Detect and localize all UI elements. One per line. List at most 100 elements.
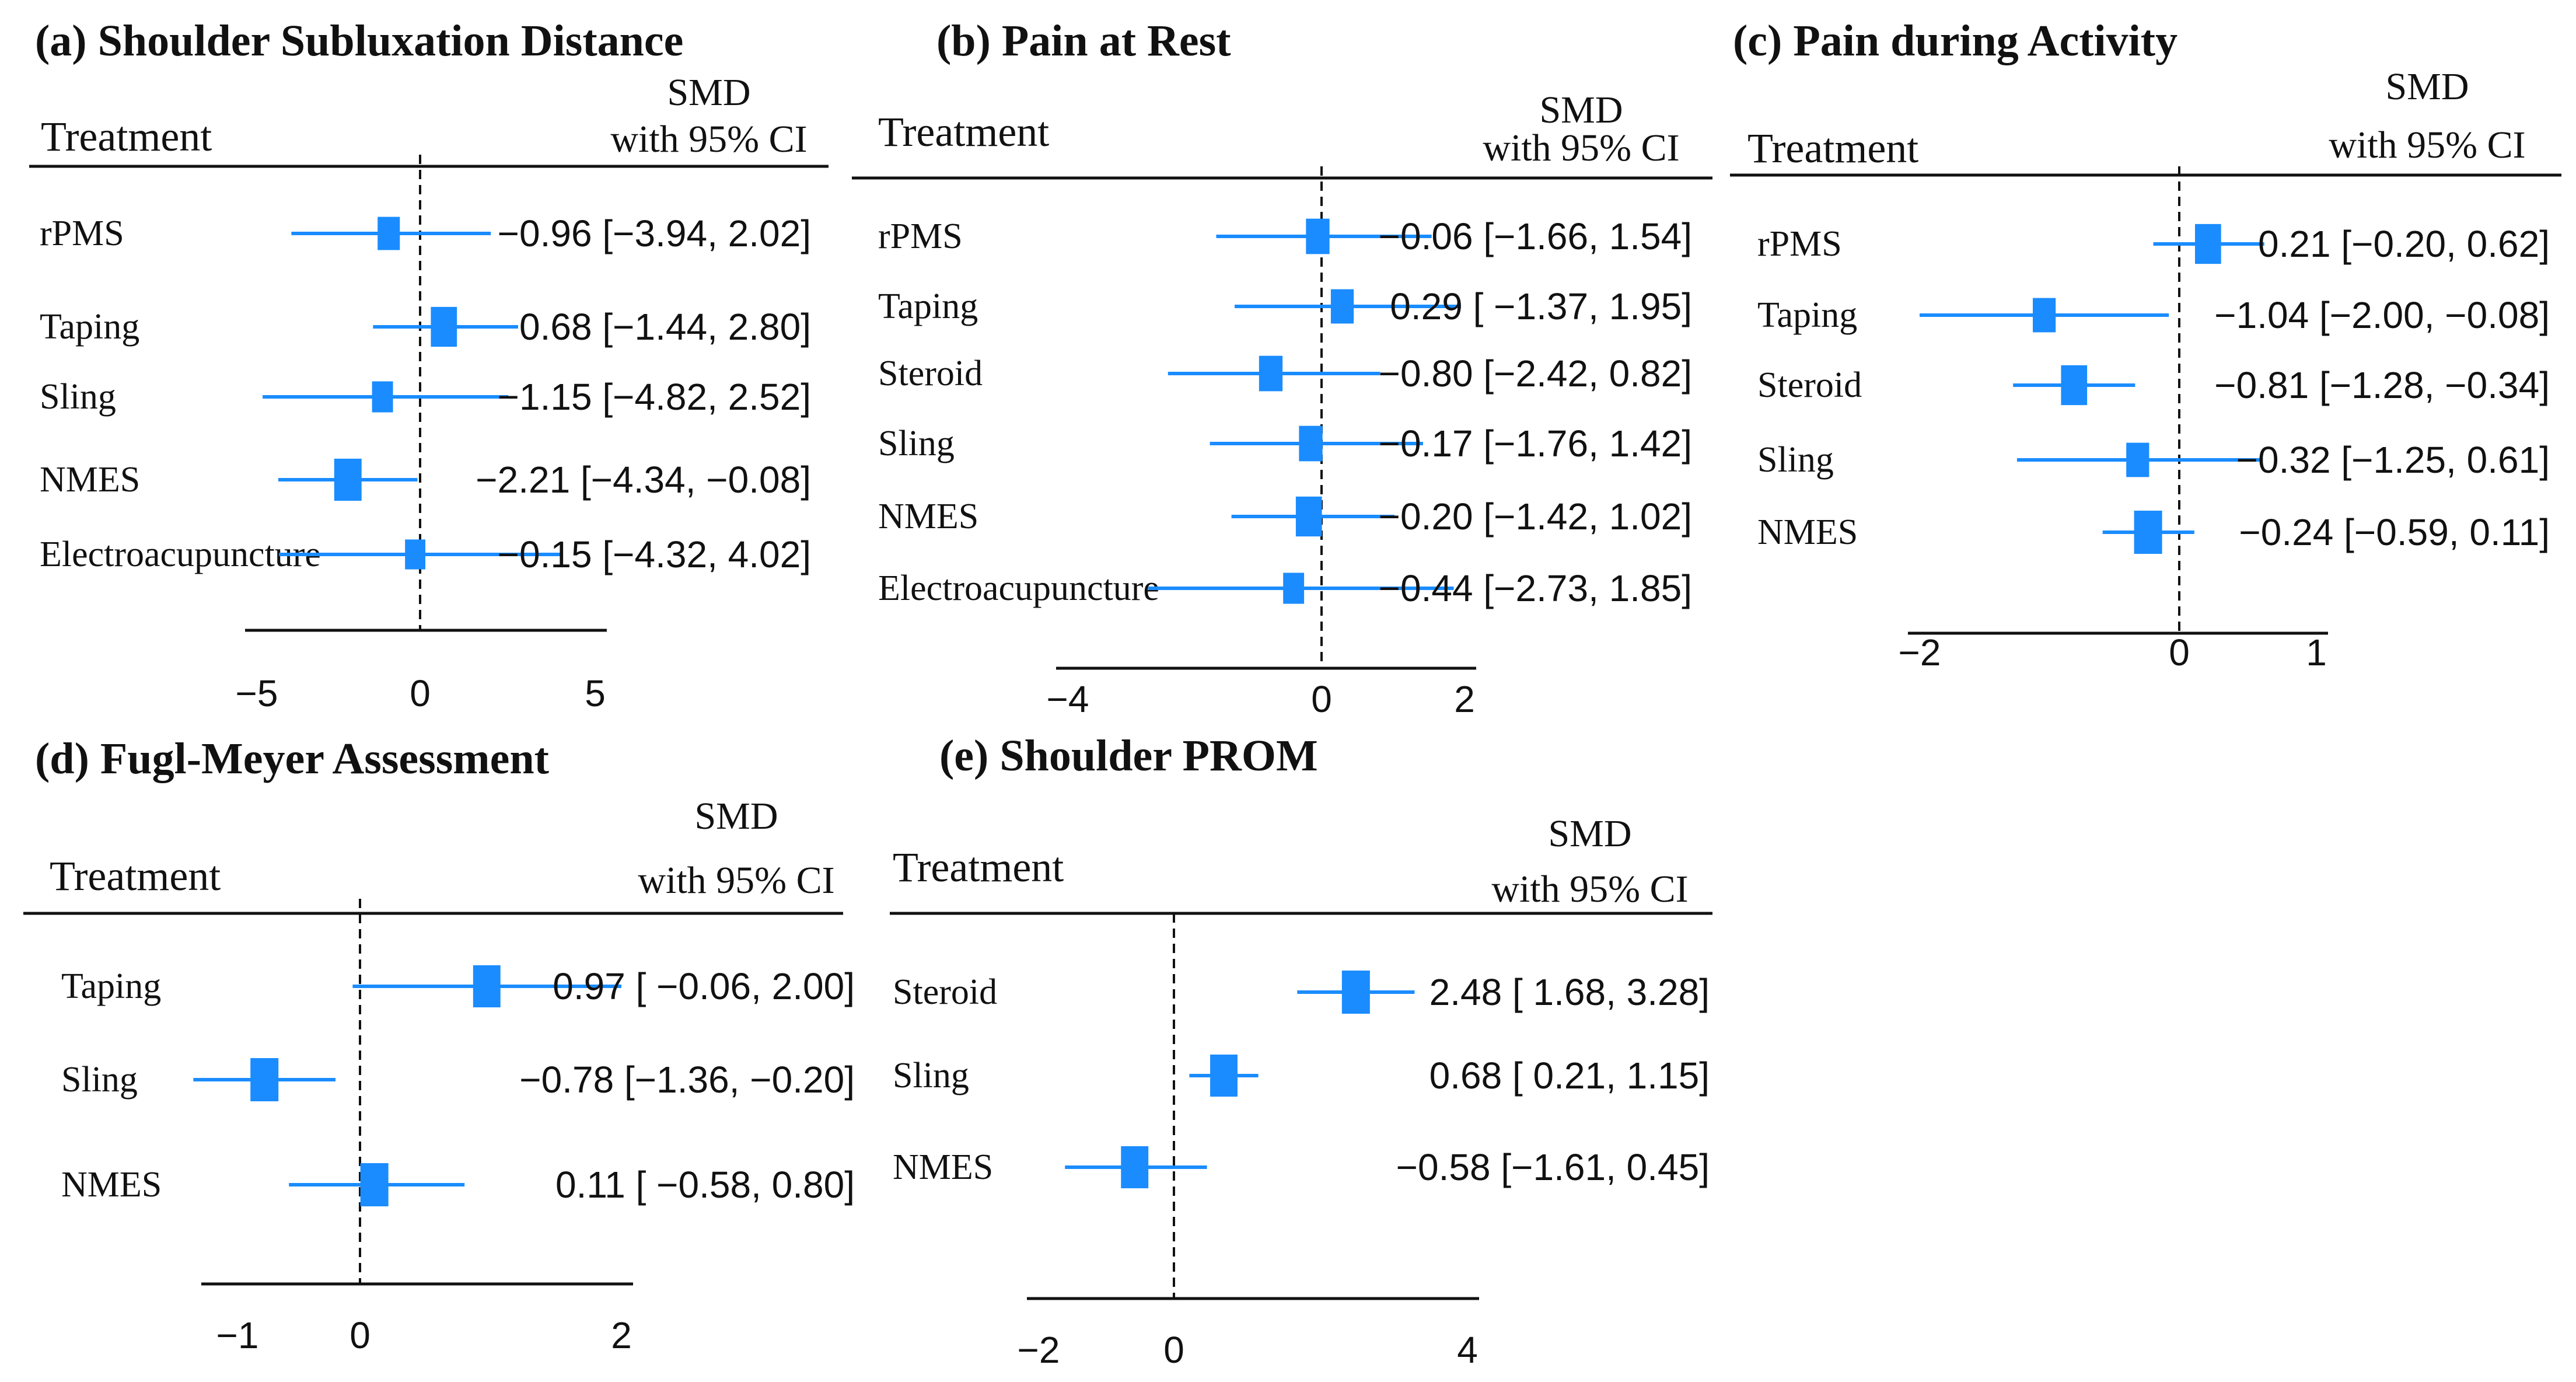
row-rpms: rPMS 0.21 [−0.20, 0.62]	[1757, 223, 2550, 265]
smd-marker	[431, 306, 457, 347]
treatment-header: Treatment	[41, 113, 212, 160]
treatment-label: NMES	[1757, 512, 1858, 552]
treatment-label: Sling	[40, 377, 116, 417]
x-tick-label: 0	[1163, 1329, 1184, 1371]
smd-marker	[2126, 442, 2149, 477]
row-rpms: rPMS −0.96 [−3.94, 2.02]	[40, 212, 811, 254]
treatment-label: Taping	[40, 307, 139, 347]
row-taping: Taping 0.97 [ −0.06, 2.00]	[61, 965, 855, 1008]
smd-marker	[473, 965, 501, 1008]
smd-ci-value: −1.04 [−2.00, −0.08]	[2214, 294, 2550, 336]
smd-marker	[378, 217, 400, 250]
row-electroacupuncture: Electroacupuncture −0.15 [−4.32, 4.02]	[40, 533, 811, 575]
treatment-label: Taping	[61, 966, 161, 1006]
smd-ci-value: −0.24 [−0.59, 0.11]	[2239, 511, 2550, 553]
x-tick-label: 4	[1457, 1329, 1478, 1371]
panel-title: (a) Shoulder Subluxation Distance	[35, 16, 683, 65]
x-tick-label: −2	[1018, 1329, 1060, 1371]
x-tick-label: −1	[216, 1314, 259, 1356]
treatment-header: Treatment	[50, 853, 221, 899]
panel-title: (b) Pain at Rest	[936, 16, 1231, 65]
smd-ci-value: 2.48 [ 1.68, 3.28]	[1429, 971, 1710, 1013]
row-electroacupuncture: Electroacupuncture −0.44 [−2.73, 1.85]	[878, 567, 1692, 609]
row-sling: Sling −0.32 [−1.25, 0.61]	[1757, 439, 2550, 481]
treatment-label: Sling	[878, 424, 955, 463]
smd-marker	[2061, 365, 2088, 406]
x-tick-label: 0	[410, 672, 431, 714]
smd-marker	[1283, 573, 1305, 604]
panel-title: (d) Fugl-Meyer Assessment	[35, 734, 549, 783]
smd-header: SMD	[1539, 89, 1623, 131]
row-rpms: rPMS −0.06 [−1.66, 1.54]	[878, 215, 1692, 257]
smd-marker	[334, 458, 362, 501]
row-taping: Taping 0.68 [−1.44, 2.80]	[40, 306, 811, 348]
x-tick-label: 1	[2306, 631, 2327, 673]
smd-ci-value: −0.96 [−3.94, 2.02]	[498, 212, 811, 254]
ci-header: with 95% CI	[1491, 868, 1688, 910]
treatment-label: NMES	[878, 497, 978, 536]
smd-ci-value: −0.81 [−1.28, −0.34]	[2214, 364, 2550, 406]
smd-marker	[1121, 1146, 1149, 1189]
row-steroid: Steroid −0.81 [−1.28, −0.34]	[1757, 364, 2550, 406]
x-tick-label: 0	[1311, 678, 1332, 720]
panel-d: (d) Fugl-Meyer Assessment Treatment SMD wit…	[23, 734, 855, 1356]
treatment-label: Electroacupuncture	[40, 535, 321, 574]
treatment-header: Treatment	[893, 844, 1064, 891]
panel-c: (c) Pain during Activity Treatment SMD with…	[1730, 16, 2561, 673]
smd-header: SMD	[694, 795, 778, 837]
row-nmes: NMES 0.11 [ −0.58, 0.80]	[61, 1163, 855, 1206]
treatment-label: Sling	[61, 1060, 138, 1100]
smd-ci-value: −0.15 [−4.32, 4.02]	[498, 533, 811, 575]
treatment-label: Electroacupuncture	[878, 568, 1159, 608]
smd-ci-value: −1.15 [−4.82, 2.52]	[498, 376, 811, 418]
panel-e: (e) Shoulder PROM Treatment SMD with 95% CI…	[890, 731, 1712, 1371]
row-nmes: NMES −2.21 [−4.34, −0.08]	[40, 458, 811, 501]
smd-ci-value: −0.44 [−2.73, 1.85]	[1379, 567, 1692, 609]
smd-ci-value: 0.68 [−1.44, 2.80]	[519, 306, 811, 348]
treatment-header: Treatment	[1747, 125, 1918, 172]
ci-header: with 95% CI	[638, 859, 834, 902]
smd-marker	[1299, 425, 1323, 462]
smd-marker	[2033, 298, 2056, 333]
x-tick-label: 0	[2169, 631, 2190, 673]
smd-ci-value: −0.78 [−1.36, −0.20]	[519, 1059, 855, 1101]
row-steroid: Steroid 2.48 [ 1.68, 3.28]	[893, 971, 1710, 1014]
smd-ci-value: 0.68 [ 0.21, 1.15]	[1429, 1055, 1710, 1097]
smd-ci-value: 0.11 [ −0.58, 0.80]	[555, 1164, 855, 1206]
treatment-label: Sling	[1757, 440, 1834, 480]
smd-marker	[1341, 971, 1370, 1014]
ci-header: with 95% CI	[1483, 127, 1679, 169]
row-sling: Sling 0.68 [ 0.21, 1.15]	[893, 1054, 1710, 1097]
treatment-label: Steroid	[1757, 365, 1862, 405]
x-tick-label: 5	[585, 672, 606, 714]
smd-marker	[1295, 496, 1322, 537]
panel-title: (c) Pain during Activity	[1733, 16, 2177, 65]
smd-ci-value: −0.32 [−1.25, 0.61]	[2236, 439, 2550, 481]
smd-marker	[1330, 289, 1354, 324]
row-nmes: NMES −0.58 [−1.61, 0.45]	[893, 1146, 1710, 1189]
x-tick-label: −2	[1899, 631, 1941, 673]
smd-marker	[360, 1163, 389, 1206]
smd-marker	[405, 539, 425, 570]
x-tick-label: 2	[1454, 678, 1475, 720]
smd-marker	[372, 381, 393, 413]
x-tick-label: 2	[611, 1314, 632, 1356]
treatment-label: NMES	[893, 1147, 993, 1187]
treatment-label: rPMS	[1757, 224, 1842, 264]
row-nmes: NMES −0.24 [−0.59, 0.11]	[1757, 511, 2550, 554]
smd-ci-value: −0.06 [−1.66, 1.54]	[1379, 215, 1692, 257]
smd-ci-value: 0.21 [−0.20, 0.62]	[2258, 223, 2550, 265]
row-taping: Taping 0.29 [ −1.37, 1.95]	[878, 285, 1692, 327]
treatment-label: rPMS	[40, 214, 124, 253]
smd-marker	[1210, 1054, 1238, 1097]
smd-ci-value: 0.29 [ −1.37, 1.95]	[1390, 285, 1692, 327]
row-sling: Sling −1.15 [−4.82, 2.52]	[40, 376, 811, 418]
smd-marker	[250, 1058, 279, 1101]
smd-ci-value: −0.20 [−1.42, 1.02]	[1379, 495, 1692, 538]
treatment-label: Steroid	[878, 354, 983, 393]
smd-ci-value: −0.80 [−2.42, 0.82]	[1379, 353, 1692, 395]
row-steroid: Steroid −0.80 [−2.42, 0.82]	[878, 353, 1692, 395]
panel-a: (a) Shoulder Subluxation Distance Treatme…	[29, 16, 829, 714]
